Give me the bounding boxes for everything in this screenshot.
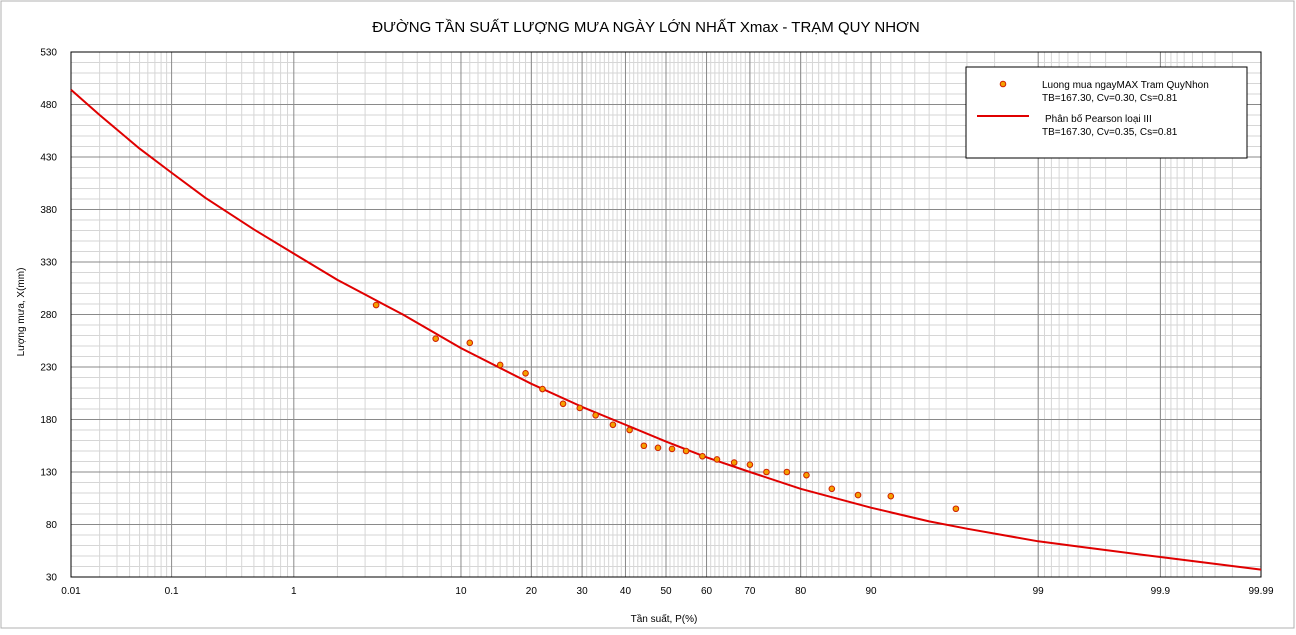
x-tick-label: 99.9 [1151, 586, 1171, 597]
data-point [609, 421, 617, 429]
y-tick-label: 30 [46, 573, 58, 584]
legend-box [965, 66, 1248, 159]
data-point [496, 361, 504, 369]
data-point [576, 404, 584, 412]
data-point [592, 412, 599, 419]
data-point [559, 400, 567, 408]
data-point [803, 471, 810, 479]
x-tick-label: 0.01 [61, 586, 81, 597]
data-point [372, 301, 380, 309]
data-point [654, 444, 662, 452]
x-tick-label: 0.1 [165, 586, 179, 597]
data-point [713, 456, 721, 463]
data-point [699, 452, 706, 460]
x-tick-label: 10 [455, 586, 467, 597]
legend-point-marker [999, 80, 1007, 88]
data-point [466, 339, 474, 347]
x-tick-label: 50 [660, 586, 672, 597]
data-point [746, 461, 754, 468]
x-tick-label: 70 [744, 586, 756, 597]
x-tick-label: 30 [577, 586, 589, 597]
y-tick-label: 380 [40, 205, 57, 216]
y-tick-label: 230 [40, 363, 57, 374]
data-point [522, 370, 529, 377]
data-point [682, 447, 690, 455]
plot-area-border [70, 51, 1262, 578]
data-point [854, 491, 862, 499]
y-axis-title: Lượng mưa, X(mm) [16, 268, 27, 357]
x-tick-label: 1 [291, 586, 297, 597]
data-point [626, 426, 633, 434]
y-tick-label: 430 [40, 153, 57, 164]
legend-series1-stats: TB=167.30, Cv=0.30, Cs=0.81 [1042, 93, 1178, 104]
y-tick-label: 130 [40, 468, 57, 479]
y-tick-labels: 30 80 130 180 230 280 330 380 430 480 530 [40, 48, 57, 584]
observed-points-layer [372, 301, 960, 513]
y-tick-label: 480 [40, 100, 57, 111]
legend-series1-name: Luong mua ngayMAX Tram QuyNhon [1042, 80, 1209, 91]
x-tick-label: 99 [1033, 586, 1045, 597]
data-point [730, 459, 738, 466]
x-axis-title: Tần suất, P(%) [631, 613, 698, 625]
data-point [887, 492, 895, 500]
data-point [783, 468, 791, 476]
y-tick-label: 330 [40, 258, 57, 269]
x-tick-label: 80 [795, 586, 807, 597]
y-tick-label: 530 [40, 48, 57, 59]
data-point [763, 468, 770, 476]
legend: Luong mua ngayMAX Tram QuyNhon TB=167.30… [965, 66, 1248, 159]
data-point [668, 445, 676, 453]
y-tick-label: 180 [40, 415, 57, 426]
x-tick-labels: 0.01 0.1 1 10 20 30 40 50 60 70 80 90 99 99.9 99.99 [61, 586, 1274, 597]
x-tick-label: 90 [865, 586, 877, 597]
x-tick-label: 20 [526, 586, 538, 597]
y-tick-label: 280 [40, 310, 57, 321]
x-tick-label: 60 [701, 586, 713, 597]
data-point [432, 335, 439, 342]
data-point [952, 505, 960, 513]
y-tick-label: 80 [46, 520, 58, 531]
legend-series2-stats: TB=167.30, Cv=0.35, Cs=0.81 [1042, 127, 1178, 138]
data-point [539, 385, 546, 393]
x-tick-label: 99.99 [1248, 586, 1273, 597]
legend-series2-name: Phân bố Pearson loại III [1045, 113, 1152, 125]
data-point [640, 442, 648, 450]
x-tick-label: 40 [620, 586, 632, 597]
data-point [828, 485, 836, 493]
chart-title: ĐƯỜNG TẦN SUẤT LƯỢNG MƯA NGÀY LỚN NHẤT X… [372, 19, 919, 36]
